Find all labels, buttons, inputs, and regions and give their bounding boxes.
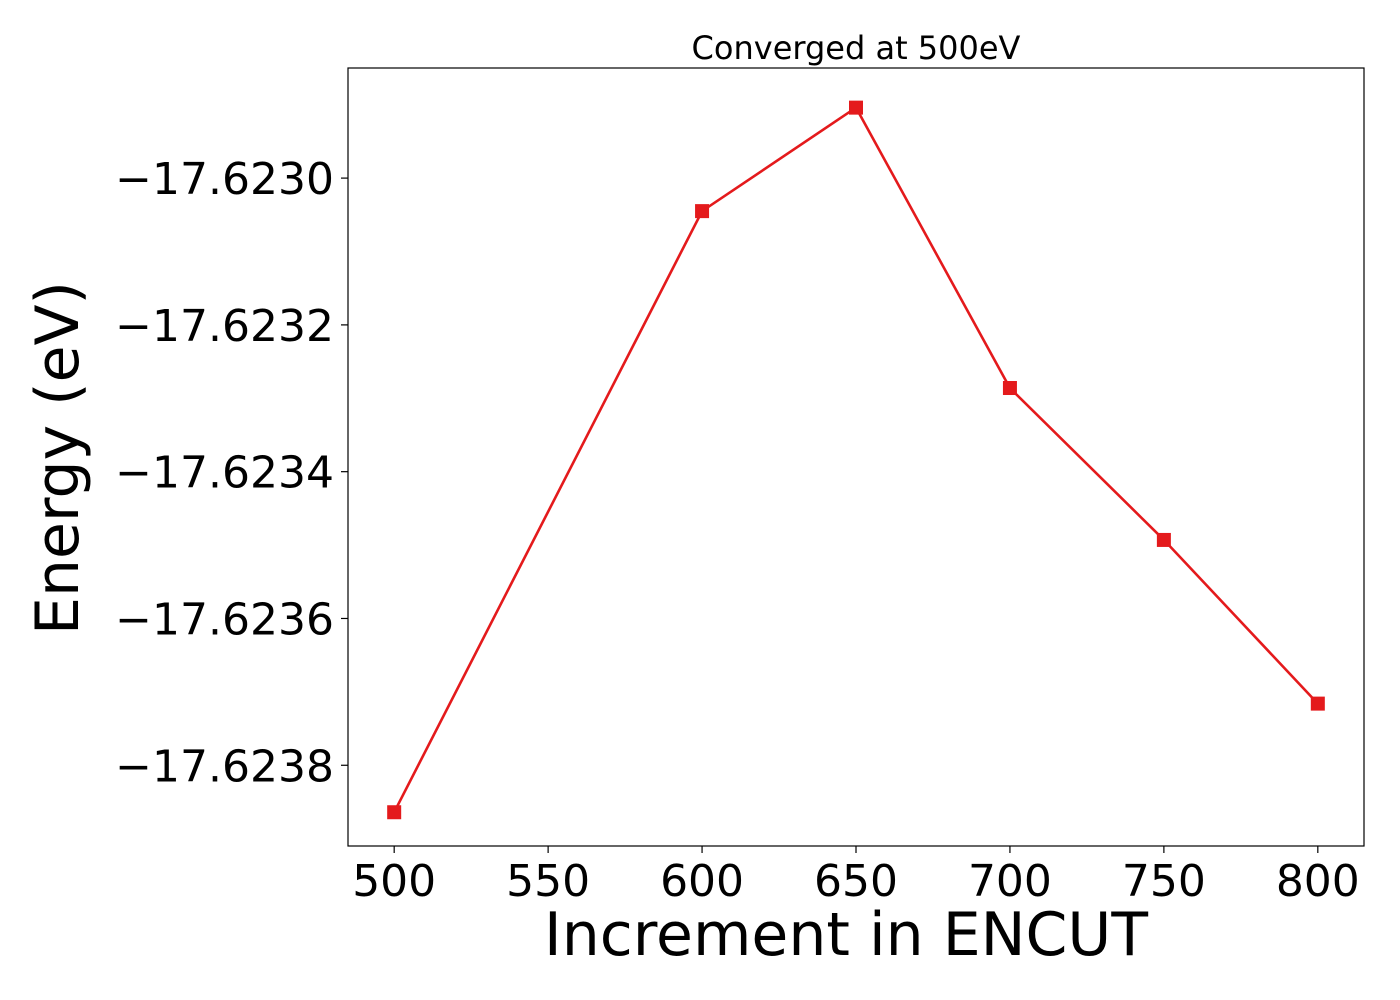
- x-tick-label: 500: [352, 856, 436, 907]
- y-axis-label: Energy (eV): [23, 281, 93, 635]
- y-tick-label: −17.6230: [115, 154, 334, 205]
- y-axis: −17.6238 −17.6236 −17.6234 −17.6232 −17.6230: [115, 154, 348, 792]
- data-point: [1002, 381, 1017, 396]
- data-point: [695, 204, 710, 219]
- x-axis-label: Increment in ENCUT: [544, 900, 1148, 970]
- data-point: [849, 100, 863, 115]
- data-point: [387, 805, 402, 820]
- series-line: [393, 105, 1319, 813]
- data-point: [1310, 696, 1325, 711]
- x-tick-label: 800: [1276, 856, 1360, 907]
- chart-title: Converged at 500eV: [692, 29, 1021, 67]
- x-axis: 500 550 600 650 700 750 800: [352, 846, 1360, 907]
- x-tick-label: 700: [968, 856, 1052, 907]
- y-tick-label: −17.6236: [115, 594, 334, 645]
- data-point: [1156, 532, 1171, 547]
- x-tick-label: 650: [814, 856, 898, 907]
- x-tick-label: 550: [506, 856, 590, 907]
- x-tick-label: 600: [660, 856, 744, 907]
- x-tick-label: 750: [1122, 856, 1206, 907]
- y-tick-label: −17.6238: [115, 741, 334, 792]
- plot-area: [347, 67, 1365, 847]
- y-tick-label: −17.6234: [115, 448, 334, 499]
- y-tick-label: −17.6232: [115, 301, 334, 352]
- series-layer: [387, 100, 1325, 820]
